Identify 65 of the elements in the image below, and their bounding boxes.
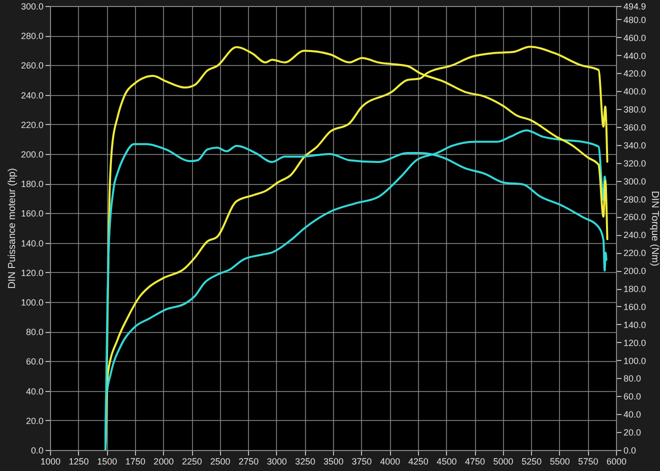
x-tick-label: 4250 (408, 456, 428, 466)
y2-tick-label: 360.0 (624, 122, 646, 133)
x-tick-label: 2500 (210, 456, 230, 466)
y2-tick-label: 494.9 (624, 2, 646, 12)
y2-tick-label: 320.0 (624, 158, 646, 168)
y2-tick-label: 400.0 (624, 86, 646, 97)
y-tick-label: 200.0 (20, 150, 44, 160)
x-tick-label: 2250 (182, 456, 202, 466)
y-tick-label: 40.0 (26, 386, 44, 396)
x-tick-label: 6000 (606, 456, 627, 466)
y2-tick-label: 120.0 (624, 338, 646, 348)
y-tick-label: 80.0 (26, 327, 44, 338)
y-tick-label: 280.0 (20, 31, 44, 42)
y-tick-label: 140.0 (20, 238, 44, 248)
y2-tick-label: 420.0 (624, 68, 646, 79)
x-tick-label: 1500 (97, 456, 118, 466)
y-tick-label: 240.0 (20, 90, 44, 100)
y2-tick-label: 240.0 (624, 230, 646, 240)
y-tick-label: 300.0 (20, 2, 44, 12)
y-tick-label: 260.0 (20, 60, 44, 71)
x-tick-label: 5750 (578, 456, 598, 466)
x-tick-label: 1750 (125, 456, 146, 466)
y2-tick-label: 380.0 (624, 104, 646, 115)
y-tick-label: 160.0 (20, 208, 44, 219)
y2-tick-label: 220.0 (624, 248, 646, 258)
y2-tick-label: 260.0 (624, 212, 646, 222)
y-axis-title: DIN Puissance moteur (hp) (6, 168, 18, 289)
x-tick-label: 5000 (493, 456, 514, 466)
y2-tick-label: 460.0 (624, 32, 646, 43)
y-tick-label: 180.0 (20, 179, 44, 190)
x-tick-label: 5500 (550, 456, 570, 466)
y2-tick-label: 160.0 (624, 302, 646, 312)
x-tick-label: 2000 (154, 456, 174, 466)
x-tick-label: 3500 (323, 456, 344, 466)
y-tick-label: 120.0 (20, 268, 44, 278)
x-tick-label: 4000 (380, 456, 400, 466)
y2-axis-title: DIN Torque (Nm) (649, 190, 660, 266)
x-tick-label: 4750 (464, 456, 486, 466)
y-tick-label: 20.0 (26, 416, 44, 426)
y2-tick-label: 480.0 (624, 14, 646, 25)
y2-tick-label: 300.0 (624, 176, 646, 186)
y-tick-label: 60.0 (26, 356, 44, 367)
y2-tick-label: 40.0 (624, 410, 642, 420)
x-tick-label: 1250 (68, 456, 89, 466)
x-tick-label: 3750 (352, 456, 372, 466)
x-tick-label: 3000 (266, 456, 287, 466)
y2-tick-label: 200.0 (624, 266, 646, 276)
y2-tick-label: 180.0 (624, 284, 646, 294)
y-tick-label: 0.0 (30, 446, 44, 456)
y2-tick-label: 20.0 (624, 428, 642, 438)
y2-tick-label: 80.0 (624, 374, 642, 384)
y-tick-label: 100.0 (20, 298, 44, 308)
x-tick-label: 3250 (295, 456, 316, 466)
y2-tick-label: 340.0 (624, 140, 646, 150)
y2-tick-label: 440.0 (624, 50, 646, 61)
x-tick-label: 4500 (436, 456, 457, 466)
x-tick-label: 1000 (40, 456, 61, 466)
y2-tick-label: 60.0 (624, 392, 642, 402)
y-tick-label: 220.0 (20, 120, 44, 130)
y2-tick-label: 140.0 (624, 320, 646, 330)
x-tick-label: 2750 (238, 456, 259, 466)
y2-tick-label: 0.0 (624, 446, 636, 456)
y2-tick-label: 100.0 (624, 356, 646, 366)
y2-tick-label: 280.0 (624, 194, 646, 204)
x-tick-label: 5250 (522, 456, 542, 466)
